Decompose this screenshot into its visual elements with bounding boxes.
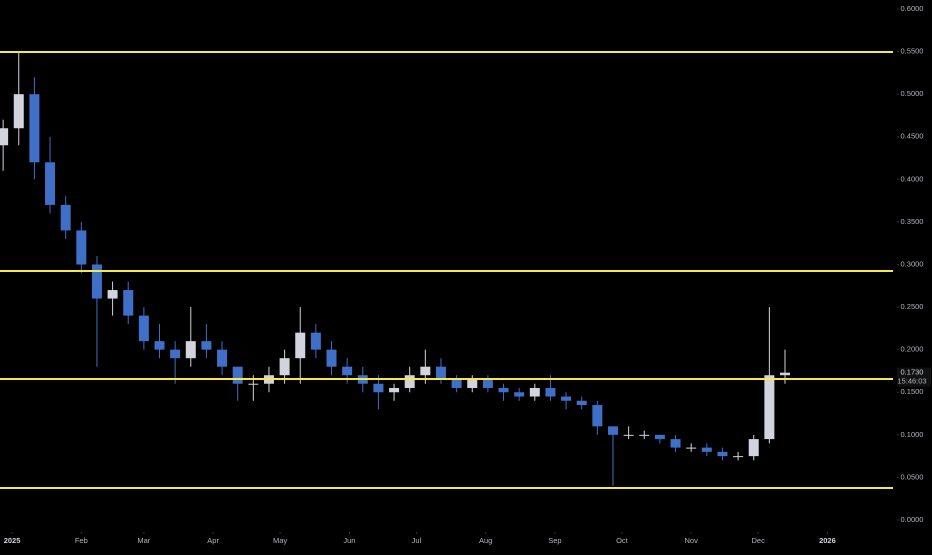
candle-body bbox=[154, 341, 165, 350]
countdown: 15:46:03 bbox=[897, 377, 926, 386]
candle-body bbox=[686, 447, 697, 449]
candle-body bbox=[670, 439, 681, 448]
candle-body bbox=[654, 434, 665, 440]
y-tick-label: 0.3000 bbox=[901, 259, 924, 268]
candle-body bbox=[733, 456, 744, 458]
y-tick-label: 0.2500 bbox=[901, 302, 924, 311]
candle-body bbox=[623, 434, 634, 436]
x-tick-label: Sep bbox=[548, 536, 561, 545]
candle-body bbox=[389, 387, 400, 393]
x-tick-label: May bbox=[273, 536, 287, 545]
x-tick-label: Mar bbox=[137, 536, 150, 545]
y-tick-label: 0.0500 bbox=[901, 472, 924, 481]
x-tick-label: 2026 bbox=[819, 536, 836, 545]
candle-body bbox=[326, 349, 337, 367]
x-tick-label: Jun bbox=[343, 536, 355, 545]
y-tick-label: 0.1000 bbox=[901, 430, 924, 439]
candle-body bbox=[561, 396, 572, 401]
y-tick-label: 0.6000 bbox=[901, 4, 924, 13]
candle-body bbox=[217, 349, 228, 367]
x-tick-label: Aug bbox=[479, 536, 492, 545]
candle-body bbox=[310, 332, 321, 350]
candle-body bbox=[76, 230, 87, 265]
candle-body bbox=[498, 387, 509, 393]
x-tick-label: Oct bbox=[616, 536, 629, 545]
candle-body bbox=[201, 341, 212, 350]
candle-body bbox=[420, 366, 431, 376]
candle-body bbox=[13, 94, 24, 129]
y-tick-label: 0.4500 bbox=[901, 132, 924, 141]
candle-body bbox=[576, 400, 587, 406]
x-tick-label: Jul bbox=[412, 536, 422, 545]
candle-body bbox=[701, 447, 712, 452]
candle-body bbox=[482, 379, 493, 388]
candle-body bbox=[451, 379, 462, 388]
candle-body bbox=[342, 366, 353, 376]
candle-body bbox=[45, 162, 56, 205]
x-tick-label: Feb bbox=[75, 536, 88, 545]
candle-body bbox=[529, 387, 540, 397]
candle-body bbox=[404, 375, 415, 388]
candle-body bbox=[29, 94, 40, 163]
candle-body bbox=[107, 290, 118, 299]
candle-body bbox=[717, 451, 728, 457]
y-tick-label: 0.0000 bbox=[901, 515, 924, 524]
x-tick-label: Nov bbox=[685, 536, 699, 545]
last-price-label: 0.1730 bbox=[901, 368, 924, 377]
candle-body bbox=[0, 128, 9, 146]
candle-body bbox=[435, 366, 446, 380]
candle-body bbox=[170, 349, 181, 359]
candle-body bbox=[764, 375, 775, 440]
candle-body bbox=[639, 434, 650, 436]
candle-body bbox=[514, 392, 525, 397]
last-price-box bbox=[897, 367, 931, 387]
candle-body bbox=[295, 332, 306, 359]
y-tick-label: 0.5500 bbox=[901, 47, 924, 56]
candle-body bbox=[91, 264, 102, 299]
x-tick-label: 2025 bbox=[4, 536, 21, 545]
y-tick-label: 0.3500 bbox=[901, 217, 924, 226]
candle-body bbox=[607, 426, 618, 435]
y-tick-label: 0.4000 bbox=[901, 174, 924, 183]
y-tick-label: 0.1500 bbox=[901, 387, 924, 396]
candle-body bbox=[545, 387, 556, 397]
candle-body bbox=[373, 383, 384, 393]
candle-body bbox=[185, 341, 196, 359]
x-tick-label: Apr bbox=[207, 536, 219, 545]
candle-body bbox=[60, 204, 71, 231]
candle-body bbox=[467, 379, 478, 388]
candle-body bbox=[123, 290, 134, 316]
candle-body bbox=[232, 366, 243, 384]
y-tick-label: 0.2000 bbox=[901, 345, 924, 354]
candle-body bbox=[279, 358, 290, 376]
y-tick-label: 0.5000 bbox=[901, 89, 924, 98]
candle-body bbox=[592, 405, 603, 427]
candle-body bbox=[138, 315, 149, 342]
candle-body bbox=[748, 439, 759, 457]
candle-body bbox=[780, 372, 791, 376]
candle-body bbox=[248, 383, 259, 385]
x-tick-label: Dec bbox=[752, 536, 766, 545]
